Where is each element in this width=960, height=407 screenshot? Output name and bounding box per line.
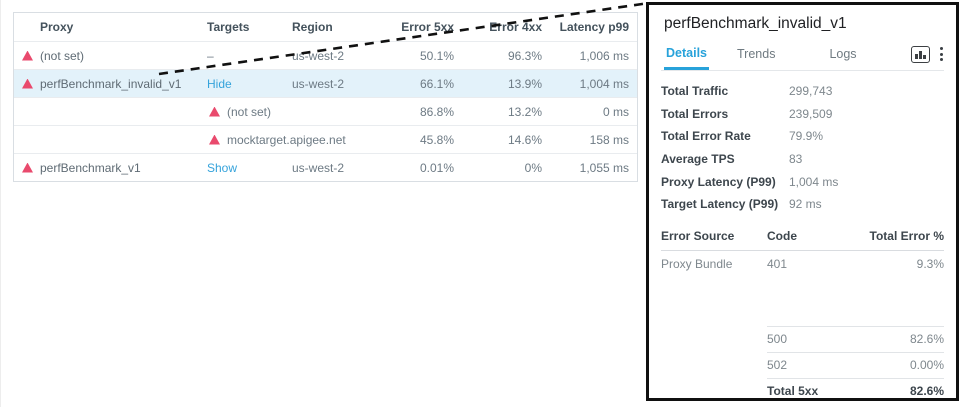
target-name: (not set) bbox=[227, 104, 272, 119]
metrics-list: Total Traffic 299,743 Total Errors 239,5… bbox=[661, 80, 944, 216]
error4xx-value: 96.3% bbox=[507, 48, 542, 63]
metric-value: 79.9% bbox=[789, 129, 824, 144]
table-row-target-not-set[interactable]: (not set) 86.8% 13.2% 0 ms bbox=[14, 97, 637, 125]
latency-value: 158 ms bbox=[589, 132, 629, 147]
total-5xx-label: Total 5xx bbox=[767, 384, 819, 399]
tab-logs[interactable]: Logs bbox=[829, 47, 857, 61]
error4xx-value: 14.6% bbox=[507, 132, 542, 147]
hide-targets-link[interactable]: Hide bbox=[207, 76, 232, 91]
metric-value: 92 ms bbox=[789, 197, 822, 212]
error5xx-value: 66.1% bbox=[419, 76, 454, 91]
region-value: us-west-2 bbox=[292, 76, 345, 91]
proxy-detail-panel: perfBenchmark_invalid_v1 Details Trends … bbox=[646, 2, 959, 401]
table-row-perfbenchmark-invalid-v1[interactable]: perfBenchmark_invalid_v1 Hide us-west-2 … bbox=[14, 69, 637, 97]
latency-value: 1,055 ms bbox=[579, 160, 629, 175]
bar bbox=[923, 55, 926, 59]
metric-label: Proxy Latency (P99) bbox=[661, 174, 776, 189]
metric-value: 1,004 ms bbox=[789, 174, 839, 189]
error-row-total-5xx: Total 5xx 82.6% bbox=[661, 377, 944, 404]
metric-label: Total Traffic bbox=[661, 84, 729, 99]
error-code: 502 bbox=[767, 358, 788, 373]
metric-label: Average TPS bbox=[661, 152, 735, 167]
panel-tabs: Details Trends Logs bbox=[661, 38, 944, 71]
error-row-401: Proxy Bundle 401 9.3% bbox=[661, 251, 944, 278]
alert-triangle-icon bbox=[209, 106, 220, 117]
metric-proxy-latency: Proxy Latency (P99) 1,004 ms bbox=[661, 170, 944, 193]
error-code: 401 bbox=[767, 257, 788, 272]
metric-value: 299,743 bbox=[789, 84, 833, 99]
tab-details[interactable]: Details bbox=[664, 38, 709, 70]
error-source-header: Error Source bbox=[661, 228, 735, 243]
dot bbox=[940, 47, 943, 50]
error5xx-value: 45.8% bbox=[419, 132, 454, 147]
metric-label: Target Latency (P99) bbox=[661, 197, 779, 212]
metric-target-latency: Target Latency (P99) 92 ms bbox=[661, 193, 944, 216]
error5xx-value: 86.8% bbox=[419, 104, 454, 119]
region-value: us-west-2 bbox=[292, 48, 345, 63]
tab-trends[interactable]: Trends bbox=[737, 47, 776, 61]
alert-triangle-icon bbox=[22, 162, 33, 173]
error-percent: 0.00% bbox=[909, 358, 944, 373]
dot bbox=[940, 52, 943, 56]
table-row-not-set[interactable]: (not set) – us-west-2 50.1% 96.3% 1,006 … bbox=[14, 41, 637, 69]
column-header-region: Region bbox=[292, 20, 333, 34]
proxy-name: perfBenchmark_v1 bbox=[40, 160, 141, 175]
metric-label: Total Errors bbox=[661, 106, 729, 121]
alert-triangle-icon bbox=[22, 50, 33, 61]
column-header-label: Proxy bbox=[40, 20, 74, 34]
metric-value: 239,509 bbox=[789, 106, 833, 121]
alert-triangle-icon bbox=[209, 134, 220, 145]
table-row-perfbenchmark-v1[interactable]: perfBenchmark_v1 Show us-west-2 0.01% 0%… bbox=[14, 153, 637, 181]
kebab-menu-icon[interactable] bbox=[939, 46, 944, 62]
total-error-pct-header: Total Error % bbox=[869, 228, 944, 243]
bar-chart-icon[interactable] bbox=[911, 45, 930, 63]
error-source: Proxy Bundle bbox=[661, 257, 733, 272]
error-row-500: 500 82.6% bbox=[661, 325, 944, 352]
latency-value: 0 ms bbox=[602, 104, 629, 119]
error-row-502: 502 0.00% bbox=[661, 351, 944, 378]
error4xx-value: 0% bbox=[524, 160, 542, 175]
metric-average-tps: Average TPS 83 bbox=[661, 148, 944, 171]
bar bbox=[915, 54, 918, 59]
alert-triangle-icon bbox=[22, 78, 33, 89]
targets-value: – bbox=[207, 48, 214, 63]
proxy-name: perfBenchmark_invalid_v1 bbox=[40, 76, 182, 91]
bar bbox=[919, 51, 922, 59]
column-header-proxy: Proxy bbox=[14, 20, 202, 34]
error4xx-value: 13.2% bbox=[507, 104, 542, 119]
proxy-metrics-table: Proxy Targets Region Error 5xx Error 4xx… bbox=[13, 12, 638, 182]
error-table-header: Error Source Code Total Error % bbox=[661, 229, 944, 251]
error-code: 500 bbox=[767, 332, 788, 347]
error5xx-value: 0.01% bbox=[419, 160, 454, 175]
metric-total-errors: Total Errors 239,509 bbox=[661, 103, 944, 126]
error5xx-value: 50.1% bbox=[419, 48, 454, 63]
code-header: Code bbox=[767, 228, 797, 243]
proxy-name: (not set) bbox=[40, 48, 85, 63]
column-header-error5xx: Error 5xx bbox=[401, 20, 454, 34]
cropped-gap bbox=[661, 278, 944, 326]
metric-total-traffic: Total Traffic 299,743 bbox=[661, 80, 944, 103]
show-targets-link[interactable]: Show bbox=[207, 160, 238, 175]
region-value: us-west-2 bbox=[292, 160, 345, 175]
target-name: mocktarget.apigee.net bbox=[227, 132, 346, 147]
dot bbox=[940, 58, 943, 61]
metric-label: Total Error Rate bbox=[661, 129, 751, 144]
metric-value: 83 bbox=[789, 152, 803, 167]
column-header-latency: Latency p99 bbox=[559, 20, 629, 34]
column-header-error4xx: Error 4xx bbox=[489, 20, 542, 34]
latency-value: 1,004 ms bbox=[579, 76, 629, 91]
error-source-table: Error Source Code Total Error % Proxy Bu… bbox=[661, 229, 944, 404]
column-header-targets: Targets bbox=[207, 20, 250, 34]
error4xx-value: 13.9% bbox=[507, 76, 542, 91]
panel-title: perfBenchmark_invalid_v1 bbox=[664, 15, 847, 32]
error-percent: 9.3% bbox=[916, 257, 944, 272]
error-percent: 82.6% bbox=[909, 332, 944, 347]
table-header-row: Proxy Targets Region Error 5xx Error 4xx… bbox=[14, 13, 637, 41]
table-row-target-mocktarget[interactable]: mocktarget.apigee.net 45.8% 14.6% 158 ms bbox=[14, 125, 637, 153]
metric-total-error-rate: Total Error Rate 79.9% bbox=[661, 125, 944, 148]
latency-value: 1,006 ms bbox=[579, 48, 629, 63]
total-5xx-percent: 82.6% bbox=[909, 384, 944, 399]
